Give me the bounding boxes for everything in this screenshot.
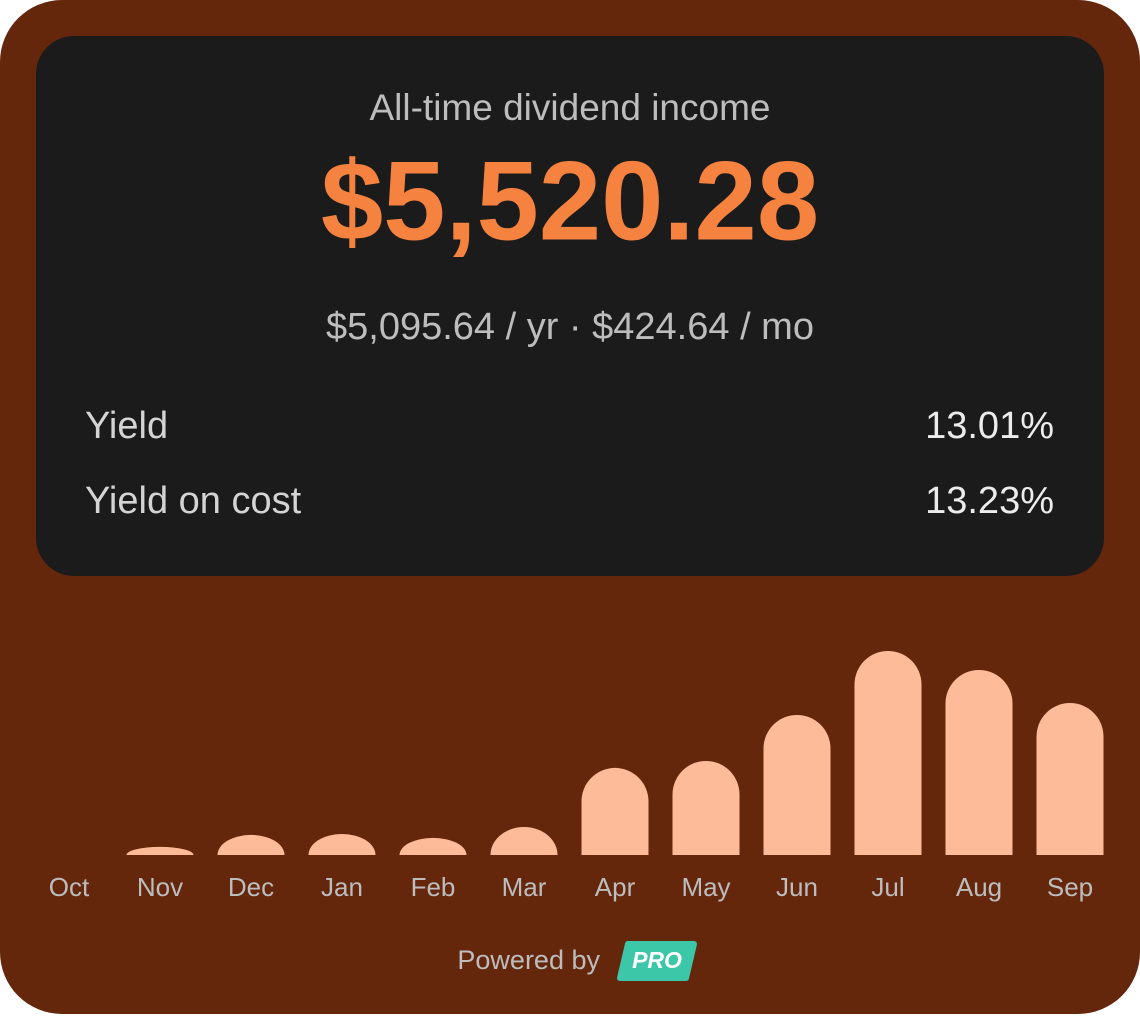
stat-value: 13.23% <box>925 480 1054 522</box>
x-tick-label: Feb <box>411 872 456 902</box>
stat-label: Yield on cost <box>85 480 302 522</box>
x-tick-label: Jan <box>321 872 363 902</box>
bar <box>672 760 740 855</box>
pro-badge-text: PRO <box>632 947 682 973</box>
bar <box>490 827 558 855</box>
bar <box>763 714 831 855</box>
bar <box>854 650 922 855</box>
bar <box>945 669 1013 855</box>
x-tick-label: Mar <box>502 872 547 902</box>
x-tick-label: Apr <box>595 872 636 902</box>
stat-value: 13.01% <box>925 405 1054 447</box>
x-tick-label: Nov <box>137 872 183 902</box>
x-tick-label: Dec <box>228 872 274 902</box>
x-tick-label: Aug <box>956 872 1002 902</box>
x-tick-label: Jul <box>871 872 904 902</box>
rate-subline: $5,095.64 / yr · $424.64 / mo <box>326 306 814 348</box>
bar <box>217 834 285 855</box>
bar <box>581 767 649 855</box>
title: All-time dividend income <box>369 87 770 128</box>
x-tick-label: May <box>681 872 730 902</box>
bar <box>399 837 467 855</box>
bar-chart: Oct Nov Dec Jan Feb Mar Apr May Jun Jul Aug Sep <box>49 650 1104 902</box>
x-tick-label: Oct <box>49 872 90 902</box>
bar <box>1036 703 1104 855</box>
stat-label: Yield <box>85 405 168 447</box>
footer-text: Powered by <box>457 945 600 975</box>
bar <box>126 846 194 856</box>
x-tick-label: Sep <box>1047 872 1093 902</box>
pro-badge <box>617 941 697 981</box>
total-amount: $5,520.28 <box>321 139 819 264</box>
summary-panel <box>36 36 1104 576</box>
bar <box>308 833 376 855</box>
x-tick-label: Jun <box>776 872 818 902</box>
